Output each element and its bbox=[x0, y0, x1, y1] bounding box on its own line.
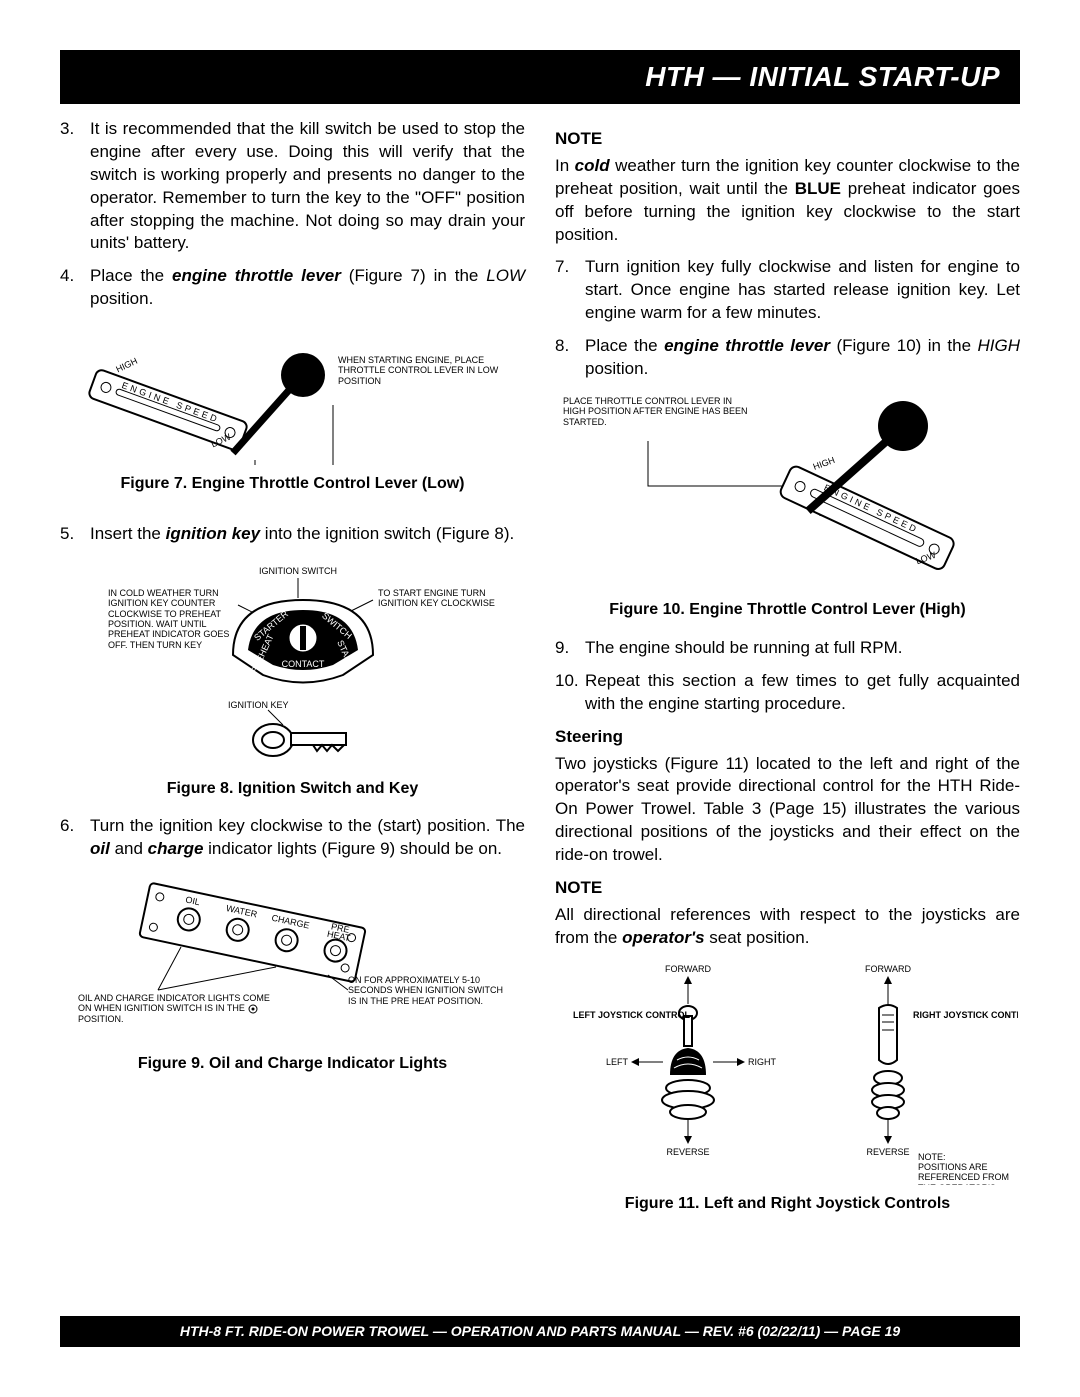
step-9: 9. The engine should be running at full … bbox=[555, 637, 1020, 660]
fig11-note-body: POSITIONS ARE REFERENCED FROM THE OPERAT… bbox=[918, 1162, 1018, 1185]
figure-9: OIL WATER CHARGE PRE HEAT ON FOR APPROXI… bbox=[60, 875, 525, 1045]
figure-11-caption: Figure 11. Left and Right Joystick Contr… bbox=[555, 1193, 1020, 1215]
high-label: HIGH bbox=[811, 455, 836, 472]
step-8: 8. Place the engine throttle lever (Figu… bbox=[555, 335, 1020, 381]
figure-11: FORWARD REVERSE LEFT RIGHT bbox=[555, 960, 1020, 1185]
step-num: 6. bbox=[60, 815, 90, 861]
step-num: 9. bbox=[555, 637, 585, 660]
step-num: 3. bbox=[60, 118, 90, 256]
step-10: 10. Repeat this section a few times to g… bbox=[555, 670, 1020, 716]
step-7: 7. Turn ignition key fully clockwise and… bbox=[555, 256, 1020, 325]
footer-text: HTH-8 FT. RIDE-ON POWER TROWEL — OPERATI… bbox=[180, 1323, 900, 1339]
page-header-title: HTH — INITIAL START-UP bbox=[645, 61, 1000, 92]
right-joystick-label: RIGHT JOYSTICK CONTROL bbox=[913, 1010, 1018, 1020]
figure-10: PLACE THROTTLE CONTROL LEVER IN HIGH POS… bbox=[555, 391, 1020, 591]
figure-8: IGNITION SWITCH IN COLD WEATHER TURN IGN… bbox=[60, 560, 525, 770]
step-num: 10. bbox=[555, 670, 585, 716]
step-num: 4. bbox=[60, 265, 90, 311]
right-column: NOTE In cold weather turn the ignition k… bbox=[555, 118, 1020, 1231]
step-num: 5. bbox=[60, 523, 90, 546]
step-text: Repeat this section a few times to get f… bbox=[585, 670, 1020, 716]
step-text: It is recommended that the kill switch b… bbox=[90, 118, 525, 256]
high-label: HIGH bbox=[114, 356, 139, 375]
step-num: 8. bbox=[555, 335, 585, 381]
note-heading: NOTE bbox=[555, 128, 1020, 151]
fig10-callout: PLACE THROTTLE CONTROL LEVER IN HIGH POS… bbox=[563, 396, 753, 427]
figure-8-caption: Figure 8. Ignition Switch and Key bbox=[60, 778, 525, 800]
steering-para: Two joysticks (Figure 11) located to the… bbox=[555, 753, 1020, 868]
step-text: Place the engine throttle lever (Figure … bbox=[585, 335, 1020, 381]
fig7-callout: WHEN STARTING ENGINE, PLACE THROTTLE CON… bbox=[338, 355, 508, 386]
step-num: 7. bbox=[555, 256, 585, 325]
fig8-left-note: IN COLD WEATHER TURN IGNITION KEY COUNTE… bbox=[108, 588, 238, 648]
fig11-note-head: NOTE: bbox=[918, 1152, 946, 1162]
left-joystick-label: LEFT JOYSTICK CONTROL bbox=[573, 1010, 691, 1020]
fwd-r: FORWARD bbox=[865, 964, 911, 974]
rev-r: REVERSE bbox=[866, 1147, 909, 1157]
note2-text: All directional references with respect … bbox=[555, 904, 1020, 950]
content-columns: 3. It is recommended that the kill switc… bbox=[60, 118, 1020, 1231]
left-column: 3. It is recommended that the kill switc… bbox=[60, 118, 525, 1231]
indicator-lights-svg: OIL WATER CHARGE PRE HEAT ON FOR APPROXI… bbox=[73, 875, 513, 1045]
step-text: Insert the ignition key into the ignitio… bbox=[90, 523, 525, 546]
figure-10-caption: Figure 10. Engine Throttle Control Lever… bbox=[555, 599, 1020, 621]
page-footer-bar: HTH-8 FT. RIDE-ON POWER TROWEL — OPERATI… bbox=[60, 1316, 1020, 1347]
step-text: The engine should be running at full RPM… bbox=[585, 637, 1020, 660]
figure-9-caption: Figure 9. Oil and Charge Indicator Light… bbox=[60, 1053, 525, 1075]
note2-heading: NOTE bbox=[555, 877, 1020, 900]
fig9-left-note: OIL AND CHARGE INDICATOR LIGHTS COME ON … bbox=[78, 993, 278, 1024]
throttle-lever-high-svg: PLACE THROTTLE CONTROL LEVER IN HIGH POS… bbox=[558, 391, 1018, 591]
fwd-l: FORWARD bbox=[665, 964, 711, 974]
steering-heading: Steering bbox=[555, 726, 1020, 749]
step-text: Place the engine throttle lever (Figure … bbox=[90, 265, 525, 311]
sw-contact: CONTACT bbox=[281, 659, 324, 669]
fig8-right-note: TO START ENGINE TURN IGNITION KEY CLOCKW… bbox=[378, 588, 498, 609]
ignition-switch-svg: IGNITION SWITCH IN COLD WEATHER TURN IGN… bbox=[73, 560, 513, 770]
step-text: Turn the ignition key clockwise to the (… bbox=[90, 815, 525, 861]
step-5: 5. Insert the ignition key into the igni… bbox=[60, 523, 525, 546]
figure-7-caption: Figure 7. Engine Throttle Control Lever … bbox=[60, 473, 525, 495]
fig9-right-note: ON FOR APPROXIMATELY 5-10 SECONDS WHEN I… bbox=[348, 975, 503, 1006]
note1-text: In cold weather turn the ignition key co… bbox=[555, 155, 1020, 247]
step-4: 4. Place the engine throttle lever (Figu… bbox=[60, 265, 525, 311]
page-header-bar: HTH — INITIAL START-UP bbox=[60, 50, 1020, 104]
figure-7: ENGINE SPEED HIGH LOW WHEN STARTING ENGI… bbox=[60, 325, 525, 465]
step-6: 6. Turn the ignition key clockwise to th… bbox=[60, 815, 525, 861]
ignition-key-label: IGNITION KEY bbox=[228, 700, 289, 710]
left-l: LEFT bbox=[605, 1057, 628, 1067]
right-l: RIGHT bbox=[748, 1057, 777, 1067]
step-3: 3. It is recommended that the kill switc… bbox=[60, 118, 525, 256]
rev-l: REVERSE bbox=[666, 1147, 709, 1157]
joystick-controls-svg: FORWARD REVERSE LEFT RIGHT bbox=[558, 960, 1018, 1185]
ignition-switch-label: IGNITION SWITCH bbox=[259, 566, 337, 576]
throttle-lever-low-svg: ENGINE SPEED HIGH LOW WHEN STARTING ENGI… bbox=[78, 325, 508, 465]
step-text: Turn ignition key fully clockwise and li… bbox=[585, 256, 1020, 325]
